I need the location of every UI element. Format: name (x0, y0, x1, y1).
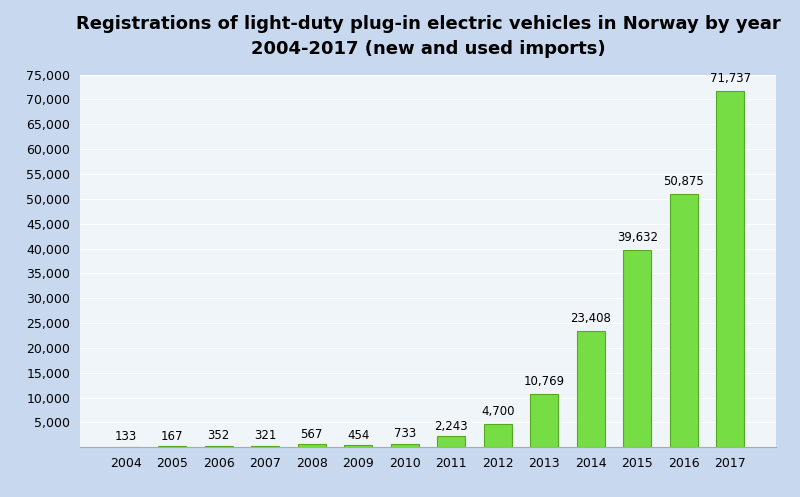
Text: 10,769: 10,769 (524, 375, 565, 388)
Bar (484, 424, 512, 447)
Text: 4,700: 4,700 (481, 405, 514, 418)
Bar (530, 394, 558, 447)
Text: 352: 352 (207, 429, 230, 442)
Bar (205, 445, 233, 447)
Bar (670, 194, 698, 447)
Text: 50,875: 50,875 (663, 175, 704, 188)
Text: 23,408: 23,408 (570, 312, 611, 325)
Bar (623, 250, 651, 447)
Text: 454: 454 (347, 428, 370, 441)
Bar (577, 331, 605, 447)
Text: 167: 167 (161, 430, 183, 443)
Bar (251, 446, 279, 447)
Text: 733: 733 (394, 427, 416, 440)
Text: 567: 567 (301, 428, 323, 441)
Bar (438, 436, 466, 447)
Bar (717, 91, 744, 447)
Text: 71,737: 71,737 (710, 72, 751, 85)
Bar (390, 444, 418, 447)
Bar (158, 446, 186, 447)
Text: 39,632: 39,632 (617, 232, 658, 245)
Text: 133: 133 (114, 430, 137, 443)
Bar (298, 444, 326, 447)
Bar (344, 445, 372, 447)
Text: 2,243: 2,243 (434, 419, 468, 433)
Text: 321: 321 (254, 429, 276, 442)
Title: Registrations of light-duty plug-in electric vehicles in Norway by year
2004-201: Registrations of light-duty plug-in elec… (76, 15, 780, 58)
